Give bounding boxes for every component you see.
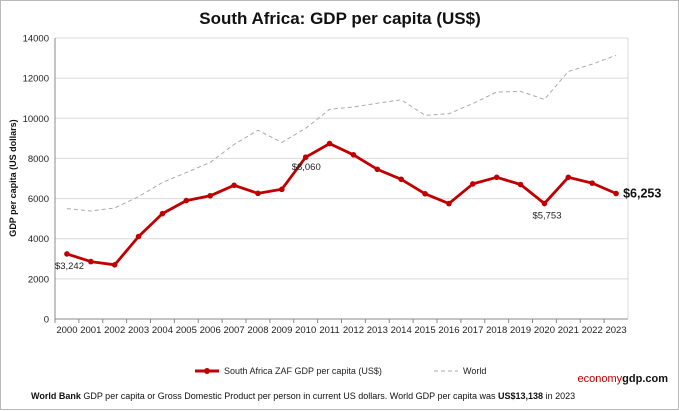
x-tick-label: 2020: [534, 325, 555, 336]
y-tick-label: 6000: [28, 194, 49, 205]
data-point-south-africa: [279, 186, 285, 193]
x-tick-label: 2012: [343, 325, 364, 336]
data-point-south-africa: [255, 190, 261, 197]
footer-source-name: World Bank: [31, 391, 82, 401]
data-point-south-africa: [613, 190, 619, 197]
x-tick-label: 2009: [271, 325, 292, 336]
data-point-south-africa: [159, 210, 166, 217]
x-tick-label: 2003: [128, 325, 149, 336]
footer-description: GDP per capita or Gross Domestic Product…: [81, 391, 498, 401]
legend-label-world: World: [463, 366, 486, 376]
data-point-south-africa: [565, 174, 572, 181]
legend-marker-south-africa: [204, 368, 210, 374]
brand-part-gdp: gdp: [622, 373, 642, 385]
data-annotations: $3,242 $8,060 $5,753 $6,253: [55, 162, 661, 272]
x-tick-label: 2000: [56, 325, 77, 336]
data-point-south-africa: [135, 233, 142, 240]
data-point-south-africa: [111, 262, 118, 268]
series-line-world: [66, 54, 617, 212]
y-tick-label: 0: [44, 315, 49, 326]
data-point-south-africa: [374, 166, 381, 173]
x-tick-label: 2021: [558, 325, 579, 336]
y-tick-label: 4000: [28, 234, 49, 245]
data-point-south-africa: [422, 190, 428, 197]
series-line-south-africa: [66, 142, 617, 267]
data-label: $3,242: [55, 261, 84, 272]
data-point-south-africa: [470, 181, 476, 187]
chart-title: South Africa: GDP per capita (US$): [199, 9, 481, 28]
x-tick-label: 2019: [510, 325, 531, 336]
x-tick-label: 2001: [80, 325, 101, 336]
data-point-south-africa: [183, 197, 190, 204]
data-label: $8,060: [292, 162, 321, 173]
data-point-south-africa: [326, 140, 333, 147]
y-tick-label: 2000: [28, 274, 49, 285]
brand-logo: economygdp.com: [578, 373, 669, 385]
legend-label-south-africa: South Africa ZAF GDP per capita (US$): [224, 366, 382, 376]
x-tick-label: 2018: [486, 325, 507, 336]
y-tick-label: 10000: [23, 114, 49, 125]
x-tick-labels: 2000 2001 2002 2003 2004 2005 2006 2007 2008 2009…: [54, 319, 627, 336]
data-point-south-africa: [231, 182, 237, 189]
brand-part-economy: economy: [578, 373, 623, 385]
x-tick-label: 2014: [391, 325, 412, 336]
y-tick-label: 14000: [23, 34, 49, 45]
x-tick-label: 2017: [462, 325, 483, 336]
y-tick-label: 8000: [28, 154, 49, 165]
x-tick-label: 2016: [438, 325, 459, 336]
x-tick-label: 2002: [104, 325, 125, 336]
x-tick-label: 2013: [367, 325, 388, 336]
data-label: $5,753: [532, 211, 561, 222]
x-tick-label: 2004: [152, 325, 173, 336]
legend: South Africa ZAF GDP per capita (US$) Wo…: [195, 366, 486, 376]
data-point-south-africa: [493, 174, 500, 181]
data-point-south-africa: [446, 200, 452, 207]
x-tick-label: 2007: [223, 325, 244, 336]
brand-part-com: .com: [642, 373, 668, 385]
x-tick-label: 2015: [414, 325, 435, 336]
y-axis-label: GDP per capita (US dollars): [8, 119, 18, 236]
x-tick-label: 2008: [247, 325, 268, 336]
series-lines: [64, 54, 619, 268]
data-point-south-africa: [88, 258, 94, 265]
data-point-south-africa: [398, 176, 404, 183]
data-point-south-africa: [302, 154, 309, 161]
x-tick-label: 2011: [319, 325, 339, 336]
x-tick-label: 2023: [605, 325, 626, 336]
data-point-south-africa: [350, 152, 357, 158]
x-tick-label: 2010: [295, 325, 316, 336]
data-point-south-africa: [589, 180, 595, 186]
data-point-south-africa: [207, 192, 213, 199]
footer-year: in 2023: [543, 391, 575, 401]
data-point-south-africa: [64, 251, 70, 257]
grid-lines: [54, 37, 629, 320]
y-tick-label: 12000: [23, 74, 49, 85]
y-tick-labels: 0 2000 4000 6000 8000 10000 12000 14000: [23, 34, 49, 326]
x-tick-label: 2006: [200, 325, 221, 336]
x-tick-label: 2022: [582, 325, 603, 336]
footer-source: World Bank GDP per capita or Gross Domes…: [31, 391, 575, 401]
x-tick-label: 2005: [176, 325, 197, 336]
data-label-latest: $6,253: [623, 186, 661, 200]
data-point-south-africa: [517, 181, 524, 188]
data-point-south-africa: [541, 200, 548, 207]
footer-world-value: US$13,138: [498, 391, 543, 401]
